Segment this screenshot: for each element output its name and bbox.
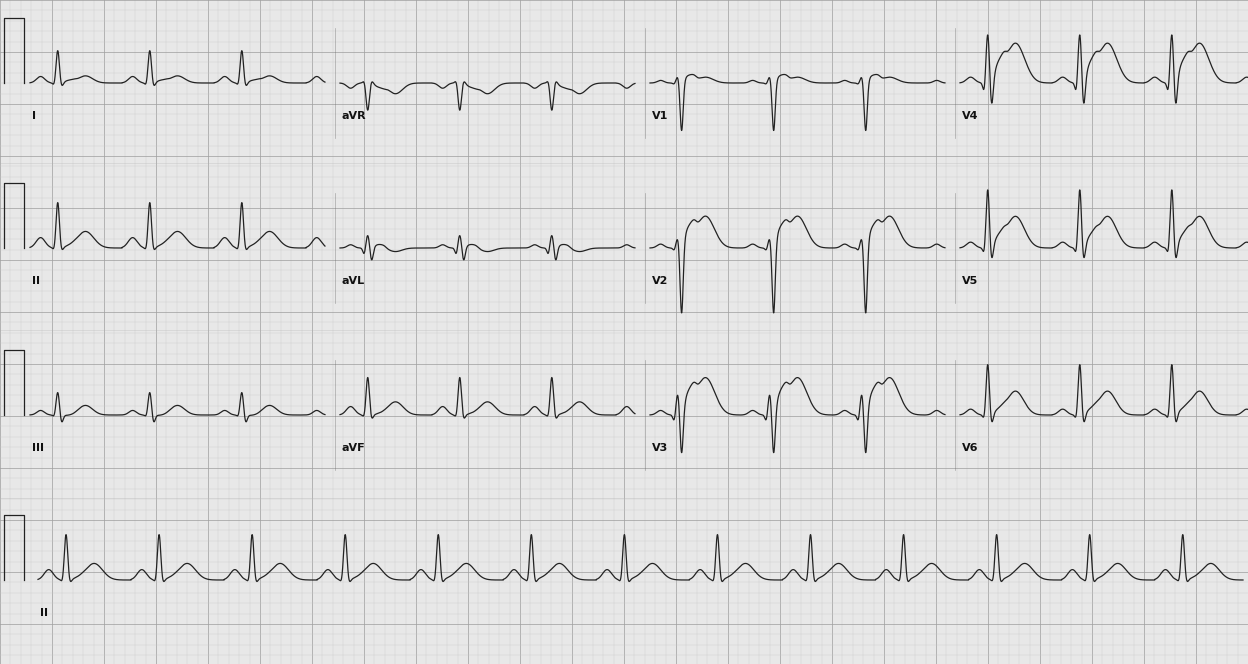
Text: I: I bbox=[32, 111, 36, 121]
Text: aVR: aVR bbox=[342, 111, 367, 121]
Text: V5: V5 bbox=[962, 276, 978, 286]
Text: V4: V4 bbox=[962, 111, 978, 121]
Text: III: III bbox=[32, 443, 44, 453]
Text: V6: V6 bbox=[962, 443, 978, 453]
Text: V2: V2 bbox=[651, 276, 669, 286]
Text: aVF: aVF bbox=[342, 443, 366, 453]
Text: II: II bbox=[40, 608, 47, 618]
Text: V1: V1 bbox=[651, 111, 669, 121]
Text: aVL: aVL bbox=[342, 276, 366, 286]
Text: II: II bbox=[32, 276, 40, 286]
Text: V3: V3 bbox=[651, 443, 668, 453]
